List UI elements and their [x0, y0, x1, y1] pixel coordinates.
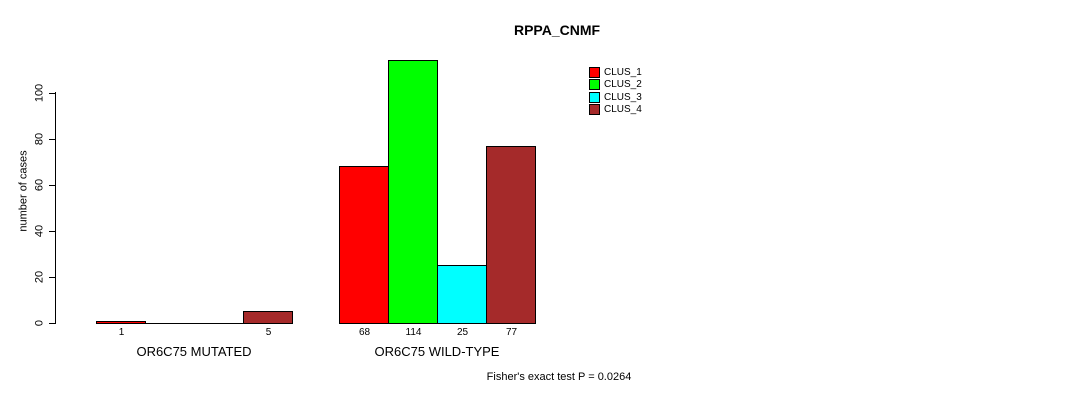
- y-tick: [49, 231, 55, 232]
- y-tick-label: 60: [33, 178, 46, 192]
- legend-swatch: [589, 104, 600, 115]
- chart-title: RPPA_CNMF: [513, 22, 601, 38]
- legend-swatch: [589, 79, 600, 90]
- bar: [388, 60, 438, 324]
- y-tick: [49, 277, 55, 278]
- y-tick: [49, 139, 55, 140]
- legend-swatch: [589, 67, 600, 78]
- legend-label: CLUS_1: [604, 67, 642, 78]
- y-tick: [49, 323, 55, 324]
- bar: [486, 146, 536, 324]
- zero-bar: [194, 323, 244, 324]
- y-tick-label: 100: [33, 83, 46, 103]
- bar: [437, 265, 487, 324]
- y-axis-title: number of cases: [17, 150, 30, 232]
- legend-label: CLUS_3: [604, 92, 642, 103]
- y-tick-label: 0: [33, 319, 46, 327]
- bar: [243, 311, 293, 324]
- fisher-test-annotation: Fisher's exact test P = 0.0264: [486, 371, 632, 383]
- bar-value-label: 68: [358, 327, 371, 338]
- bar-value-label: 114: [405, 327, 422, 338]
- y-axis-line: [55, 92, 56, 324]
- bar-value-label: 25: [456, 327, 469, 338]
- bar: [96, 321, 146, 324]
- legend-label: CLUS_2: [604, 79, 642, 90]
- legend-label: CLUS_4: [604, 104, 642, 115]
- x-category-label: OR6C75 WILD-TYPE: [374, 344, 500, 359]
- y-tick: [49, 185, 55, 186]
- y-tick-label: 20: [33, 270, 46, 284]
- y-tick-label: 40: [33, 224, 46, 238]
- y-tick: [49, 93, 55, 94]
- y-tick-label: 80: [33, 132, 46, 146]
- zero-bar: [145, 323, 195, 324]
- x-category-label: OR6C75 MUTATED: [136, 344, 252, 359]
- bar-value-label: 77: [505, 327, 518, 338]
- bar: [339, 166, 389, 324]
- legend-swatch: [589, 92, 600, 103]
- bar-value-label: 1: [118, 327, 125, 338]
- bar-value-label: 5: [265, 327, 272, 338]
